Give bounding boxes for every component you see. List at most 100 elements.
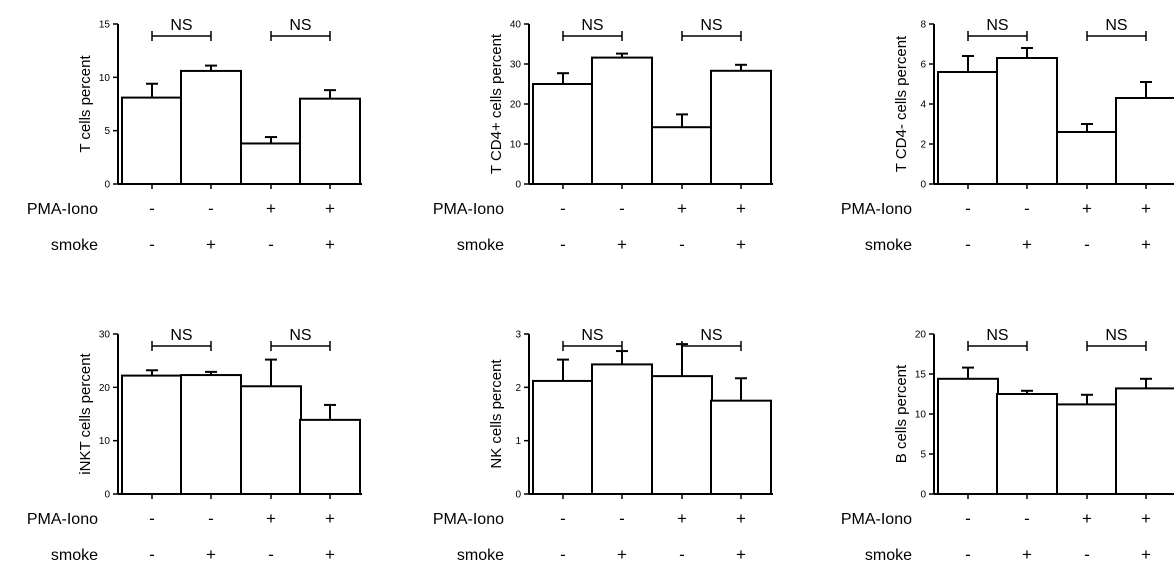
condition-sign: - <box>149 545 155 564</box>
y-axis-label: T CD4+ cells percent <box>488 33 505 174</box>
significance-label: NS <box>1105 17 1127 34</box>
bar <box>591 56 653 185</box>
bar <box>1115 387 1174 495</box>
bar <box>651 126 713 185</box>
condition-sign: - <box>1024 199 1030 218</box>
significance-label: NS <box>581 17 603 34</box>
y-tick-label: 10 <box>915 410 927 421</box>
y-tick-label: 0 <box>920 490 926 501</box>
bar <box>240 142 302 185</box>
condition-sign: + <box>325 199 335 218</box>
condition-label: PMA-Iono <box>433 201 504 218</box>
condition-label: PMA-Iono <box>841 201 912 218</box>
bar <box>710 399 772 495</box>
y-tick-label: 5 <box>104 126 110 137</box>
condition-sign: + <box>1141 235 1151 254</box>
y-tick-label: 20 <box>915 330 927 341</box>
y-axis-label: NK cells percent <box>488 359 505 469</box>
bar <box>532 83 594 185</box>
bar <box>180 374 242 496</box>
bar <box>121 374 183 496</box>
y-tick-label: 10 <box>510 140 522 151</box>
condition-sign: - <box>1084 235 1090 254</box>
y-tick-label: 0 <box>104 180 110 191</box>
y-tick-label: 10 <box>99 73 111 84</box>
condition-sign: + <box>736 545 746 564</box>
bar <box>1056 403 1118 495</box>
condition-sign: + <box>206 545 216 564</box>
condition-sign: + <box>1022 235 1032 254</box>
condition-sign: - <box>560 235 566 254</box>
significance-label: NS <box>1105 327 1127 344</box>
condition-sign: + <box>206 235 216 254</box>
y-tick-label: 8 <box>920 20 926 31</box>
condition-sign: - <box>208 199 214 218</box>
y-tick-label: 40 <box>510 20 522 31</box>
y-tick-label: 4 <box>920 100 926 111</box>
bar <box>121 96 183 185</box>
condition-sign: + <box>266 509 276 528</box>
bar <box>996 393 1058 495</box>
significance-label: NS <box>581 327 603 344</box>
y-axis-label: B cells percent <box>893 364 910 463</box>
significance-label: NS <box>170 327 192 344</box>
condition-label: smoke <box>51 237 98 254</box>
significance-label: NS <box>700 327 722 344</box>
significance-label: NS <box>700 17 722 34</box>
bar <box>1115 97 1174 185</box>
y-tick-label: 20 <box>99 383 111 394</box>
condition-sign: - <box>268 235 274 254</box>
y-tick-label: 3 <box>515 330 521 341</box>
bar <box>1056 131 1118 185</box>
condition-sign: - <box>149 235 155 254</box>
condition-sign: - <box>560 509 566 528</box>
bar <box>937 71 999 185</box>
condition-label: PMA-Iono <box>27 201 98 218</box>
y-tick-label: 10 <box>99 436 111 447</box>
significance-label: NS <box>289 17 311 34</box>
condition-sign: - <box>560 199 566 218</box>
y-tick-label: 30 <box>99 330 111 341</box>
significance-label: NS <box>170 17 192 34</box>
condition-sign: + <box>617 545 627 564</box>
condition-sign: - <box>268 545 274 564</box>
condition-sign: + <box>325 235 335 254</box>
condition-sign: + <box>736 235 746 254</box>
condition-sign: - <box>149 199 155 218</box>
y-tick-label: 15 <box>99 20 111 31</box>
condition-sign: + <box>1082 199 1092 218</box>
significance-label: NS <box>289 327 311 344</box>
condition-sign: + <box>1141 199 1151 218</box>
condition-sign: + <box>677 199 687 218</box>
y-tick-label: 20 <box>510 100 522 111</box>
y-tick-label: 2 <box>920 140 926 151</box>
condition-sign: + <box>677 509 687 528</box>
condition-sign: - <box>965 545 971 564</box>
condition-sign: - <box>619 199 625 218</box>
condition-sign: - <box>679 545 685 564</box>
bar <box>996 57 1058 185</box>
bar <box>299 418 361 495</box>
condition-label: PMA-Iono <box>27 511 98 528</box>
y-tick-label: 0 <box>104 490 110 501</box>
bar <box>180 69 242 185</box>
y-tick-label: 0 <box>515 180 521 191</box>
condition-sign: - <box>619 509 625 528</box>
y-tick-label: 6 <box>920 60 926 71</box>
condition-sign: - <box>560 545 566 564</box>
bar <box>937 377 999 495</box>
condition-label: smoke <box>457 547 504 564</box>
condition-label: smoke <box>865 237 912 254</box>
y-tick-label: 2 <box>515 383 521 394</box>
y-axis-label: iNKT cells percent <box>77 352 94 474</box>
condition-sign: + <box>1141 545 1151 564</box>
condition-sign: + <box>325 509 335 528</box>
y-tick-label: 1 <box>515 436 521 447</box>
y-tick-label: 5 <box>920 450 926 461</box>
bar <box>651 375 713 495</box>
condition-label: smoke <box>51 547 98 564</box>
condition-sign: + <box>325 545 335 564</box>
bar <box>532 379 594 495</box>
y-tick-label: 30 <box>510 60 522 71</box>
